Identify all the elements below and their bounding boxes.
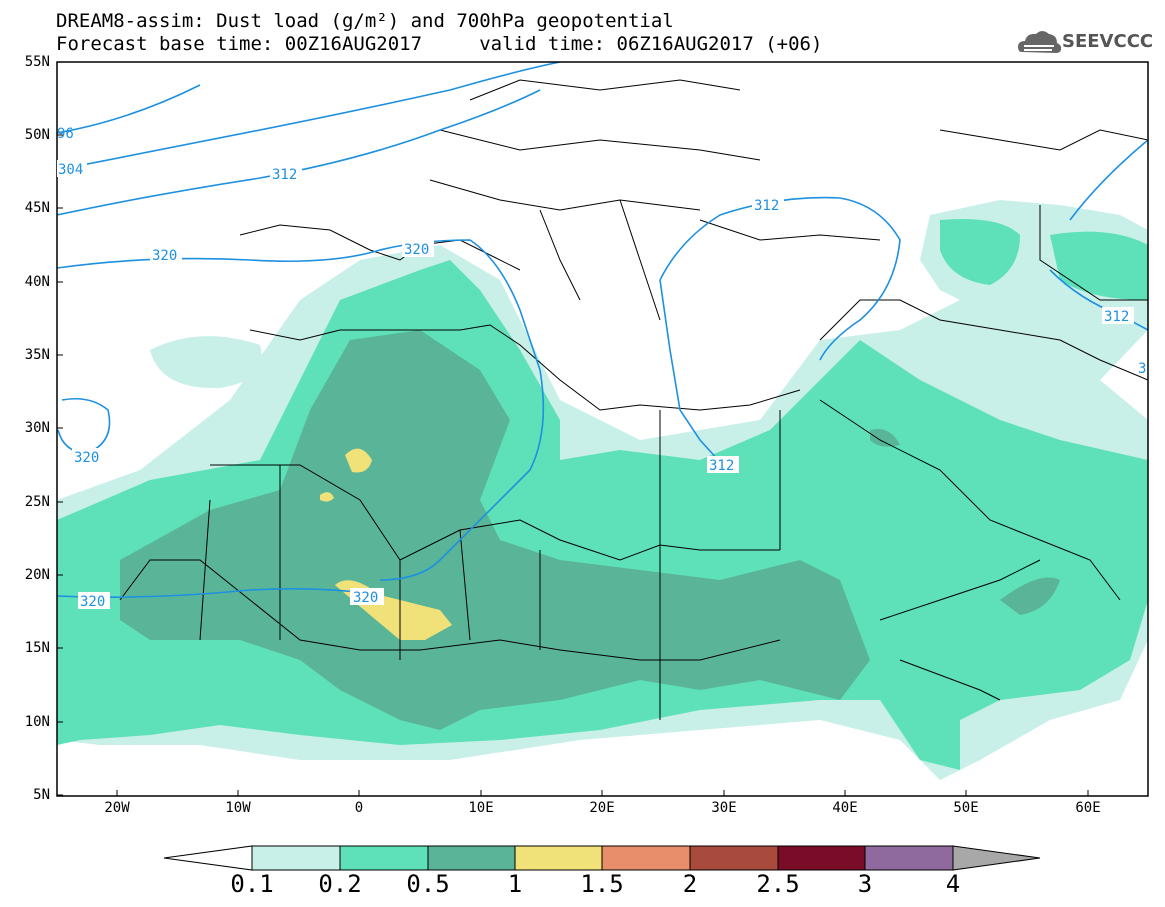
lon-label: 50E (953, 800, 979, 816)
dust-region-high (870, 429, 900, 447)
map-title: DREAM8-assim: Dust load (g/m²) and 700hP… (56, 10, 674, 32)
colorbar-swatch (601, 845, 691, 871)
colorbar-label: 0.5 (406, 870, 450, 898)
colorbar-label: 4 (945, 870, 961, 898)
contour-label: 320 (404, 242, 429, 258)
contour-label: 320 (353, 590, 378, 606)
contour-label: 312 (272, 167, 297, 183)
lat-label: 40N (24, 274, 50, 290)
dust-region-peak (320, 492, 334, 502)
lat-label: 20N (24, 567, 50, 583)
colorbar-swatch (864, 845, 954, 871)
contour-label: 304 (58, 162, 83, 178)
country-borders (119, 79, 1148, 720)
colorbar-label: 1 (507, 870, 523, 898)
dust-region-peak (345, 448, 372, 473)
lat-label: 30N (24, 420, 50, 436)
contour-label: 3 (1138, 361, 1146, 377)
contour-label: 96 (57, 126, 74, 142)
lon-label: 30E (711, 800, 737, 816)
contour-label: 312 (1104, 309, 1129, 325)
colorbar-swatch (251, 845, 341, 871)
lat-label: 35N (24, 347, 50, 363)
contour-label: 320 (80, 594, 105, 610)
seevccc-logo: SEEVCCC (1062, 31, 1154, 52)
cloud-icon (1018, 31, 1062, 53)
lat-label: 5N (33, 787, 50, 803)
lat-label: 45N (24, 200, 50, 216)
dust-region-high (1000, 577, 1060, 615)
dust-region-high (120, 330, 870, 730)
lon-label: 0 (354, 800, 364, 816)
lat-label: 10N (24, 714, 50, 730)
contour-label: 312 (754, 198, 779, 214)
lon-label: 60E (1075, 800, 1101, 816)
colorbar-high-arrow (952, 845, 1041, 871)
colorbar-low-arrow (163, 845, 253, 871)
colorbar-label: 3 (857, 870, 873, 898)
colorbar-label: 2 (682, 870, 698, 898)
lon-label: 20E (589, 800, 615, 816)
dust-region-light (150, 336, 262, 389)
lon-label: 20W (104, 800, 130, 816)
geopotential-contours (57, 62, 1148, 598)
colorbar-swatch (514, 845, 603, 871)
contour-label: 320 (74, 450, 99, 466)
colorbar (163, 845, 1041, 871)
colorbar-label: 0.2 (318, 870, 362, 898)
colorbar-label: 2.5 (756, 870, 800, 898)
lon-label: 10E (468, 800, 494, 816)
colorbar-swatch (689, 845, 779, 871)
dust-region-medium (940, 219, 1020, 285)
lat-label: 15N (24, 640, 50, 656)
colorbar-swatch (339, 845, 429, 871)
lon-label: 10W (225, 800, 251, 816)
colorbar-label: 0.1 (230, 870, 274, 898)
colorbar-swatch (777, 845, 866, 871)
contour-label: 312 (709, 458, 734, 474)
contour-label: 320 (152, 248, 177, 264)
lat-label: 50N (24, 127, 50, 143)
colorbar-swatch (427, 845, 516, 871)
lon-label: 40E (832, 800, 858, 816)
colorbar-label: 1.5 (580, 870, 624, 898)
lat-label: 25N (24, 494, 50, 510)
lat-label: 55N (24, 54, 50, 70)
forecast-time-line: Forecast base time: 00Z16AUG2017 valid t… (56, 33, 823, 55)
